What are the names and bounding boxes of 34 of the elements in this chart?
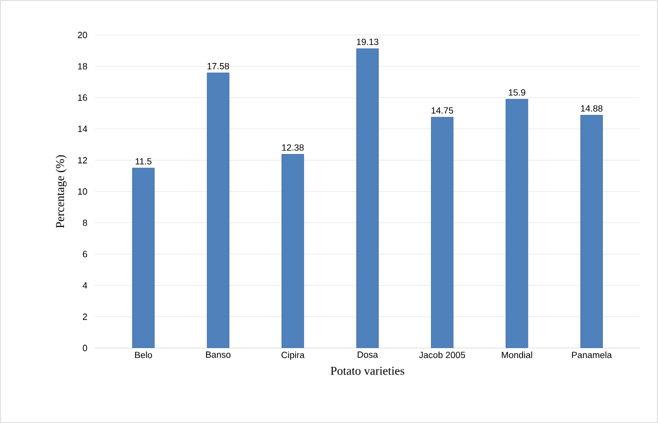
y-tick-label: 0 bbox=[82, 344, 88, 352]
bar bbox=[282, 154, 304, 348]
bar bbox=[132, 168, 155, 348]
x-tick-label: Cipira bbox=[282, 352, 305, 360]
data-label: 11.5 bbox=[136, 158, 152, 164]
x-axis-title: Potato varieties bbox=[330, 366, 404, 375]
y-tick-label: 2 bbox=[82, 314, 88, 320]
y-tick-label: 16 bbox=[78, 94, 88, 101]
y-axis-title: Percentage (%) bbox=[56, 155, 67, 228]
y-tick-label: 12 bbox=[78, 157, 88, 164]
x-tick-label: Panamela bbox=[572, 352, 612, 358]
bar bbox=[356, 48, 379, 348]
bar bbox=[431, 116, 454, 348]
data-label: 12.38 bbox=[282, 144, 304, 151]
x-tick-label: Mondial bbox=[502, 352, 532, 358]
y-tick-label: 10 bbox=[78, 188, 88, 195]
data-label: 19.13 bbox=[356, 38, 378, 46]
y-tick-label: 20 bbox=[78, 32, 88, 38]
y-tick-label: 4 bbox=[82, 282, 88, 288]
y-tick-label: 6 bbox=[82, 250, 88, 258]
data-label: 15.9 bbox=[508, 89, 526, 96]
x-tick-label: Banso bbox=[206, 352, 230, 358]
x-tick-label: Jacob 2005 bbox=[419, 352, 466, 358]
x-tick-label: Belo bbox=[135, 352, 152, 358]
bar bbox=[506, 98, 528, 348]
x-tick-label: Dosa bbox=[358, 352, 378, 358]
bar bbox=[580, 114, 603, 348]
y-tick-label: 14 bbox=[78, 126, 88, 132]
data-label: 14.88 bbox=[581, 105, 602, 112]
bar bbox=[206, 72, 230, 348]
y-tick-label: 8 bbox=[82, 220, 88, 226]
data-label: 14.75 bbox=[432, 107, 454, 114]
data-label: 17.58 bbox=[208, 62, 229, 70]
y-tick-label: 18 bbox=[78, 63, 88, 70]
